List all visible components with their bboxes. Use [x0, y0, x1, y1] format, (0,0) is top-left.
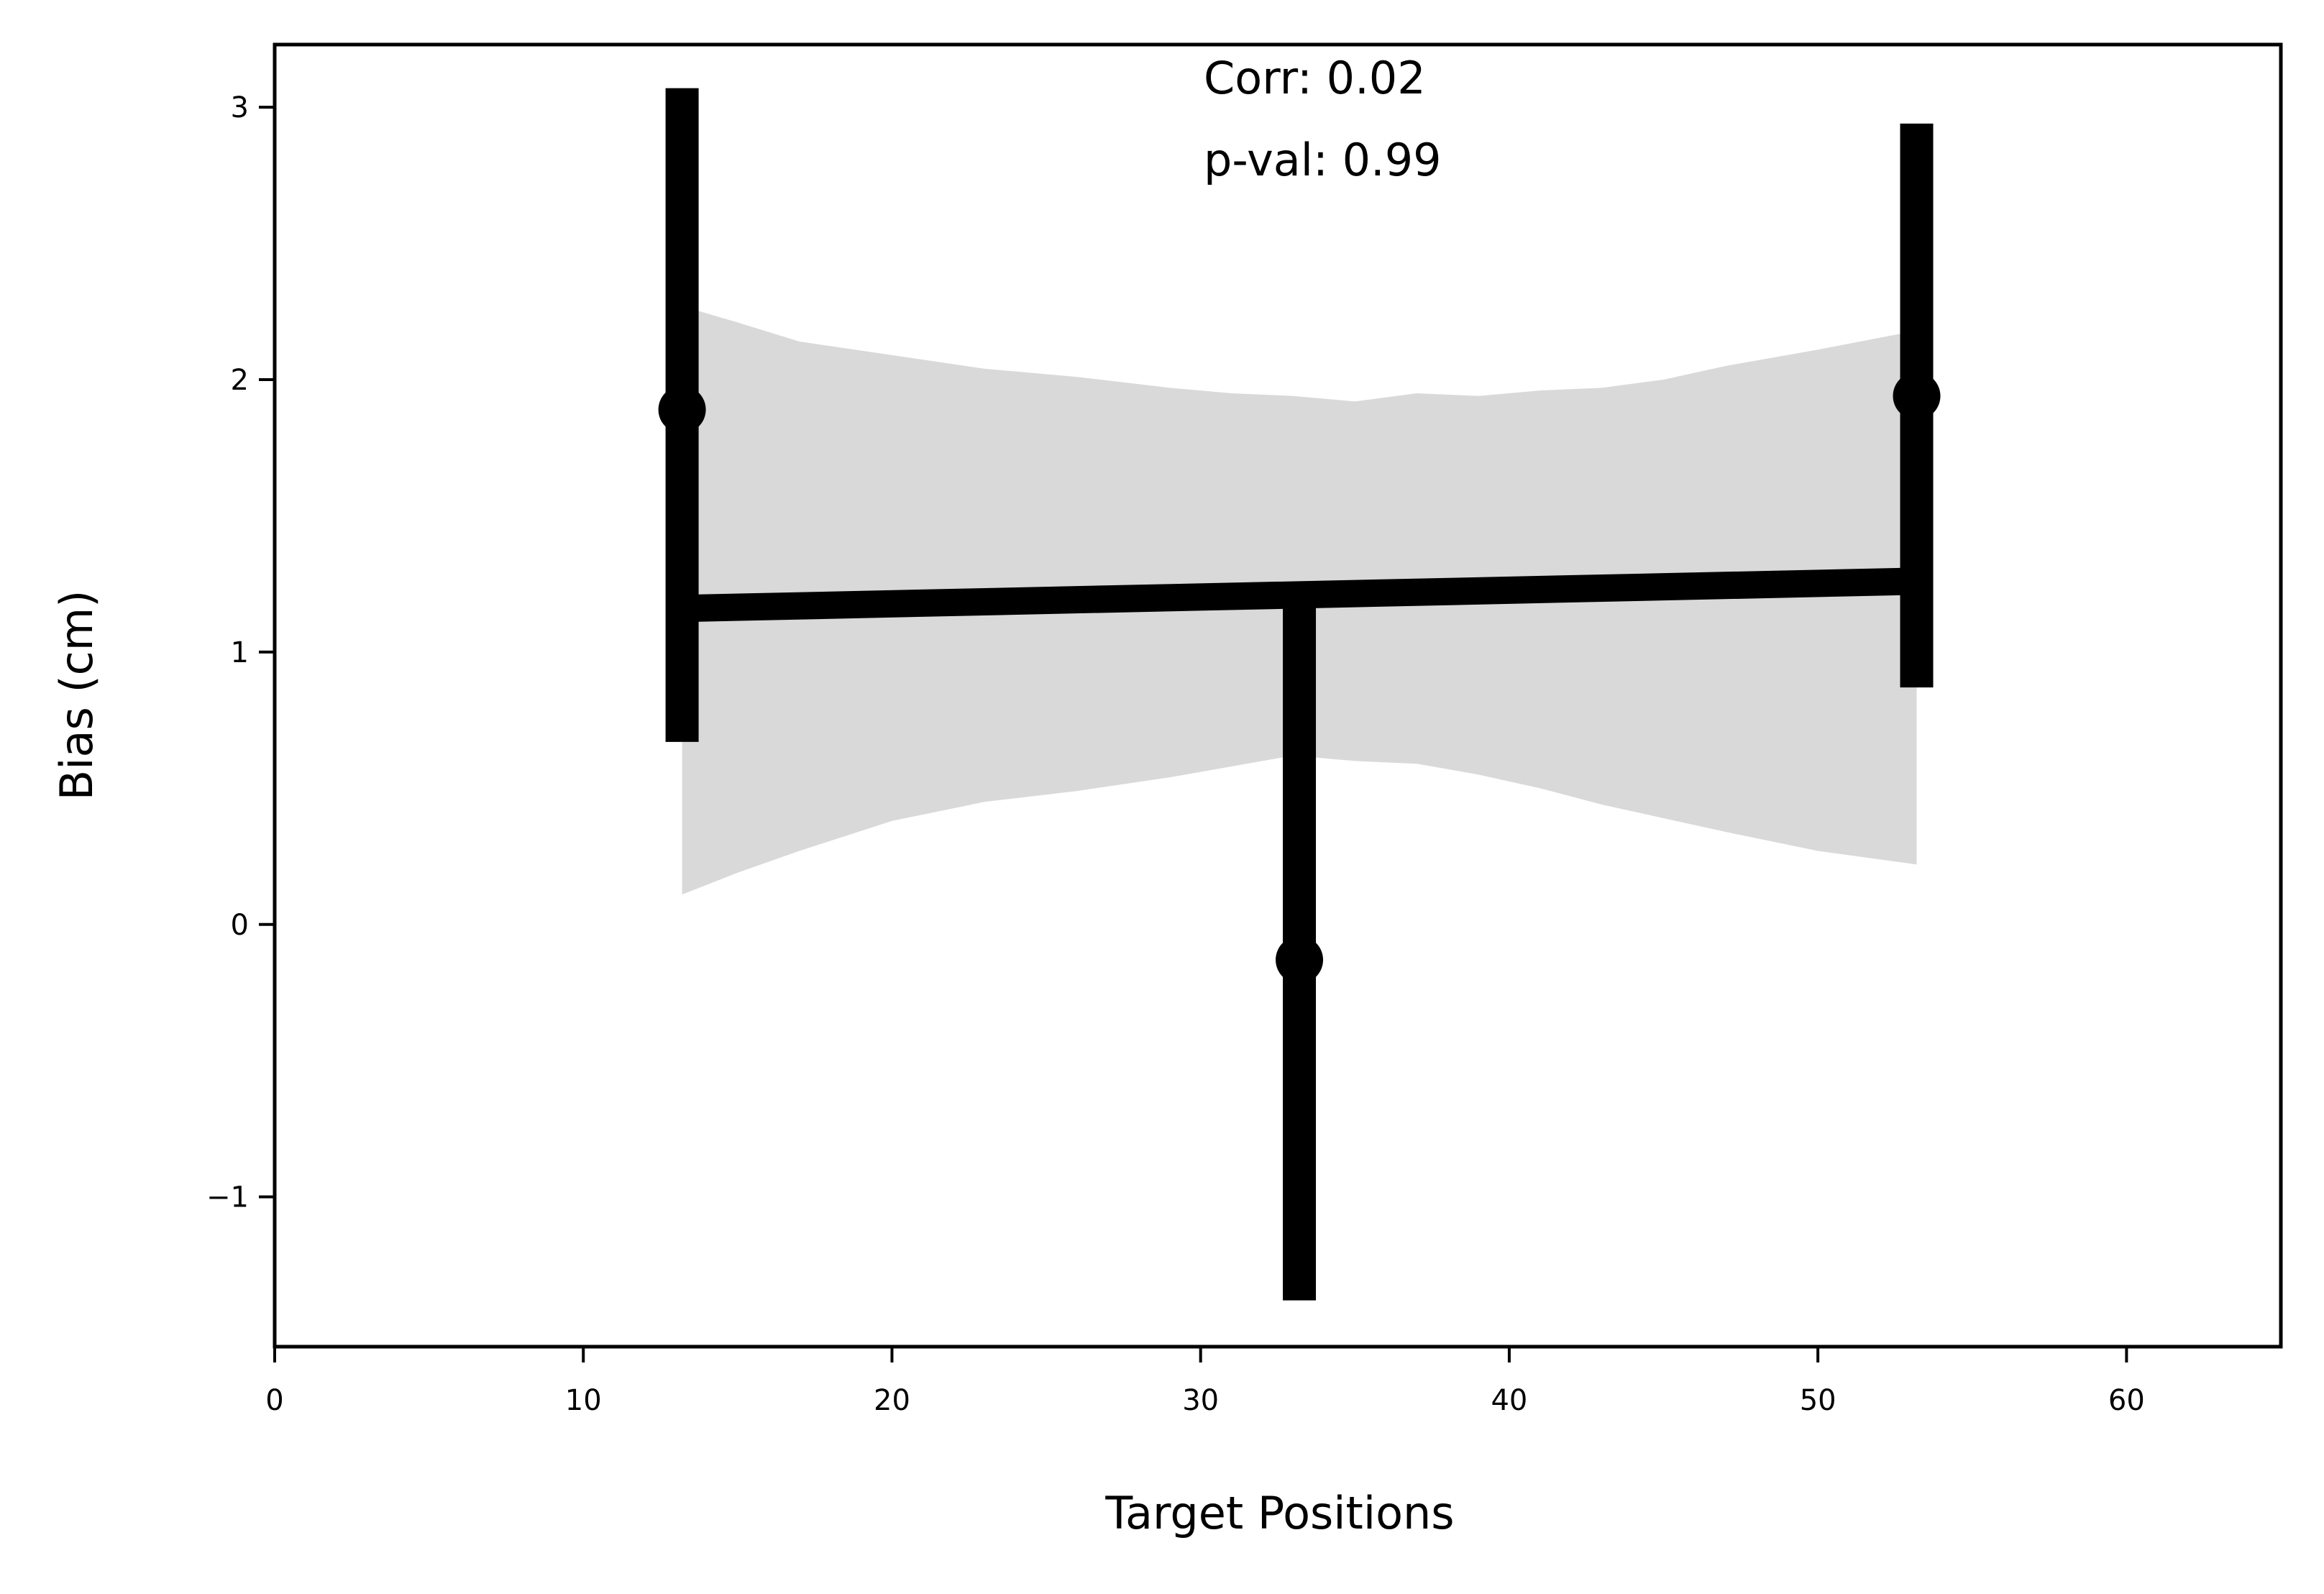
annotation-corr: Corr: 0.02: [1204, 52, 1426, 104]
x-tick-label: 40: [1491, 1384, 1527, 1417]
x-tick-label: 10: [565, 1384, 602, 1417]
x-tick-label: 20: [874, 1384, 910, 1417]
x-tick-label: 50: [1800, 1384, 1836, 1417]
data-point-layer: [658, 372, 1941, 984]
regression-line: [682, 567, 1917, 623]
annotation-pval: p-val: 0.99: [1204, 134, 1442, 186]
y-axis-title: Bias (cm): [50, 590, 103, 801]
plot-frame: [273, 42, 2283, 1349]
y-tick-label: 0: [231, 909, 249, 942]
y-tick-label: 2: [231, 364, 249, 397]
data-point: [1276, 936, 1324, 984]
x-tick-label: 60: [2108, 1384, 2145, 1417]
axes: 0 10 20 30 40 50 60 −1 0 1 2 3: [206, 42, 2283, 1417]
y-tick-label: −1: [206, 1181, 249, 1214]
data-point: [658, 385, 706, 434]
y-tick-label: 1: [231, 636, 249, 669]
y-tick-label: 3: [231, 91, 249, 124]
x-tick-label: 0: [265, 1384, 283, 1417]
x-tick-label: 30: [1182, 1384, 1219, 1417]
x-axis-title: Target Positions: [1104, 1487, 1454, 1539]
data-point: [1893, 372, 1941, 420]
regression-layer: [682, 567, 1917, 623]
